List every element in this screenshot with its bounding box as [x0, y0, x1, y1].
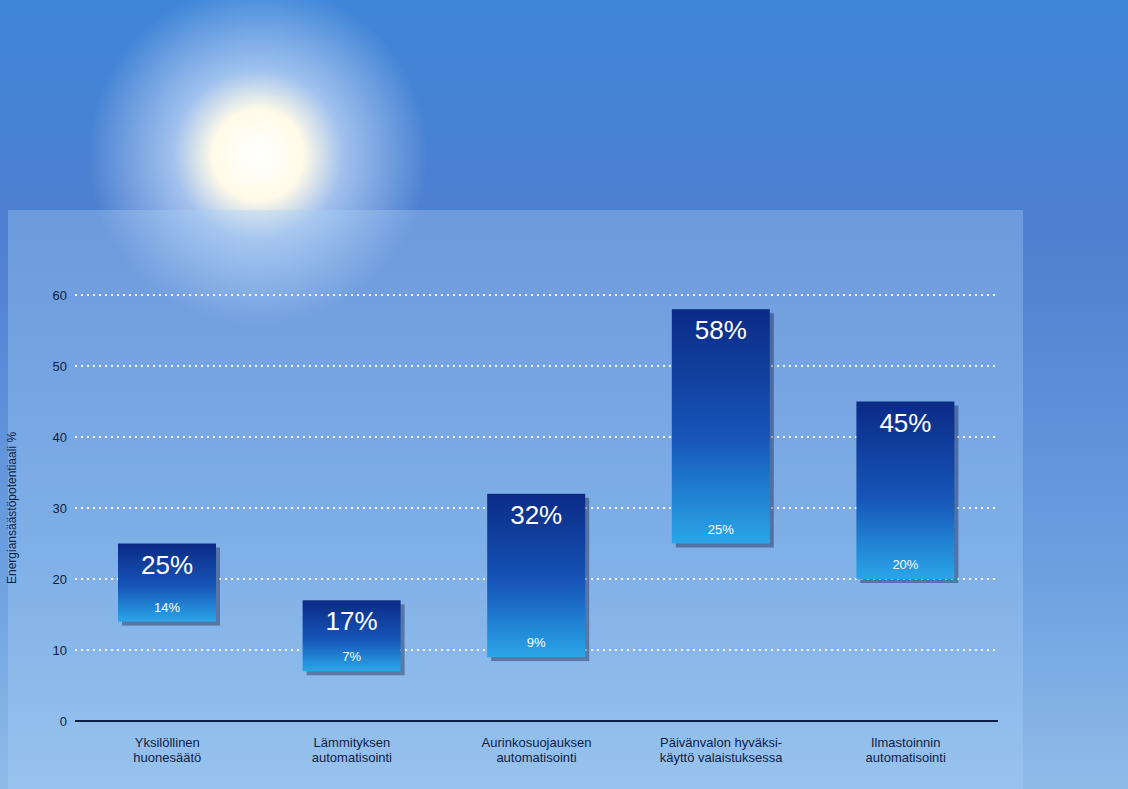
svg-text:käyttö valaistuksessa: käyttö valaistuksessa — [660, 750, 784, 765]
svg-text:14%: 14% — [154, 600, 180, 615]
svg-text:automatisointi: automatisointi — [312, 750, 392, 765]
svg-text:25%: 25% — [141, 550, 193, 580]
svg-text:9%: 9% — [527, 635, 546, 650]
svg-text:Ilmastoinnin: Ilmastoinnin — [871, 735, 940, 750]
svg-text:25%: 25% — [708, 522, 734, 537]
svg-text:automatisointi: automatisointi — [496, 750, 576, 765]
svg-text:58%: 58% — [695, 315, 747, 345]
svg-text:20: 20 — [53, 572, 67, 587]
svg-text:Yksilöllinen: Yksilöllinen — [135, 735, 200, 750]
svg-text:huonesäätö: huonesäätö — [133, 750, 201, 765]
svg-text:40: 40 — [53, 430, 67, 445]
svg-text:automatisointi: automatisointi — [866, 750, 946, 765]
svg-text:30: 30 — [53, 501, 67, 516]
svg-text:32%: 32% — [510, 500, 562, 530]
svg-text:10: 10 — [53, 643, 67, 658]
svg-text:Energiansäästöpotentiaali %: Energiansäästöpotentiaali % — [5, 432, 19, 584]
svg-text:20%: 20% — [892, 557, 918, 572]
svg-text:17%: 17% — [326, 606, 378, 636]
svg-text:Lämmityksen: Lämmityksen — [314, 735, 391, 750]
svg-text:0: 0 — [60, 714, 67, 729]
svg-text:60: 60 — [53, 288, 67, 303]
svg-text:Päivänvalon hyväksi-: Päivänvalon hyväksi- — [660, 735, 782, 750]
svg-text:7%: 7% — [342, 649, 361, 664]
svg-text:Aurinkosuojauksen: Aurinkosuojauksen — [482, 735, 592, 750]
svg-text:45%: 45% — [879, 408, 931, 438]
svg-text:50: 50 — [53, 359, 67, 374]
